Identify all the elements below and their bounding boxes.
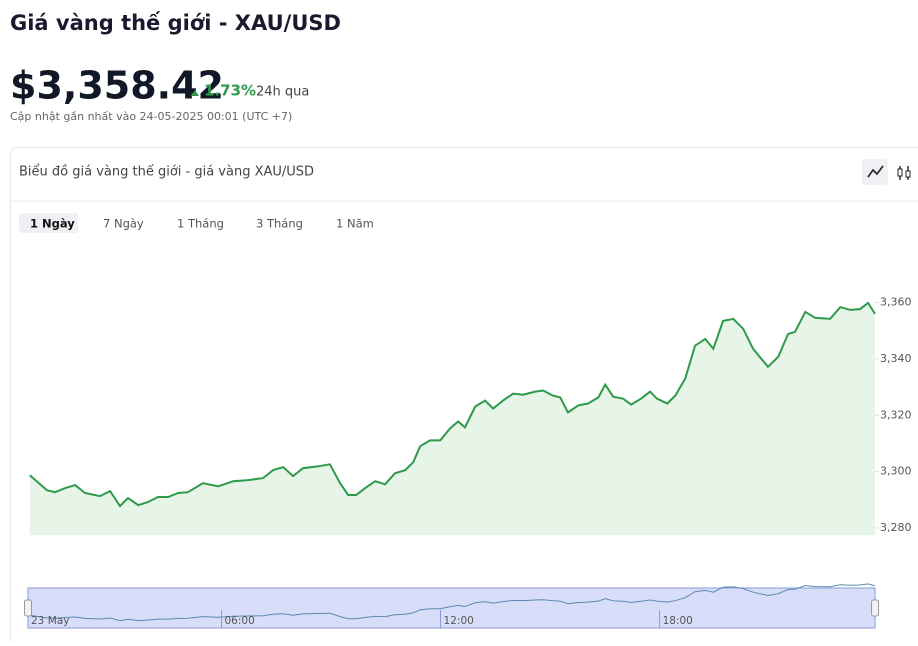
- tab[interactable]: 1 Ngày: [30, 217, 75, 231]
- updated: Cập nhật gần nhất vào 24-05-2025 00:01 (…: [10, 110, 292, 123]
- tab[interactable]: 1 Tháng: [177, 217, 224, 231]
- x-tick-label: 18:00: [663, 615, 693, 627]
- y-tick-label: 3,280: [880, 521, 912, 534]
- y-tick-label: 3,320: [880, 408, 912, 421]
- navigator-handle[interactable]: [25, 600, 32, 616]
- x-tick-label: 06:00: [224, 615, 254, 627]
- change: 1.73%: [204, 82, 256, 100]
- price: $3,358.42: [10, 64, 224, 108]
- y-tick-label: 3,300: [880, 465, 912, 478]
- card-title: Biểu đồ giá vàng thế giới - giá vàng XAU…: [19, 165, 314, 180]
- navigator-handle[interactable]: [872, 600, 879, 616]
- tab[interactable]: 1 Năm: [336, 217, 374, 231]
- y-tick-label: 3,360: [880, 296, 912, 309]
- x-tick-label: 23 May: [31, 615, 69, 627]
- title: Giá vàng thế giới - XAU/USD: [10, 11, 341, 35]
- tab[interactable]: 3 Tháng: [256, 217, 303, 231]
- candle-icon: [898, 169, 902, 176]
- change-period: 24h qua: [256, 85, 309, 100]
- y-tick-label: 3,340: [880, 352, 912, 365]
- tab[interactable]: 7 Ngày: [103, 217, 144, 231]
- candle-icon: [906, 171, 910, 177]
- x-tick-label: 12:00: [444, 615, 474, 627]
